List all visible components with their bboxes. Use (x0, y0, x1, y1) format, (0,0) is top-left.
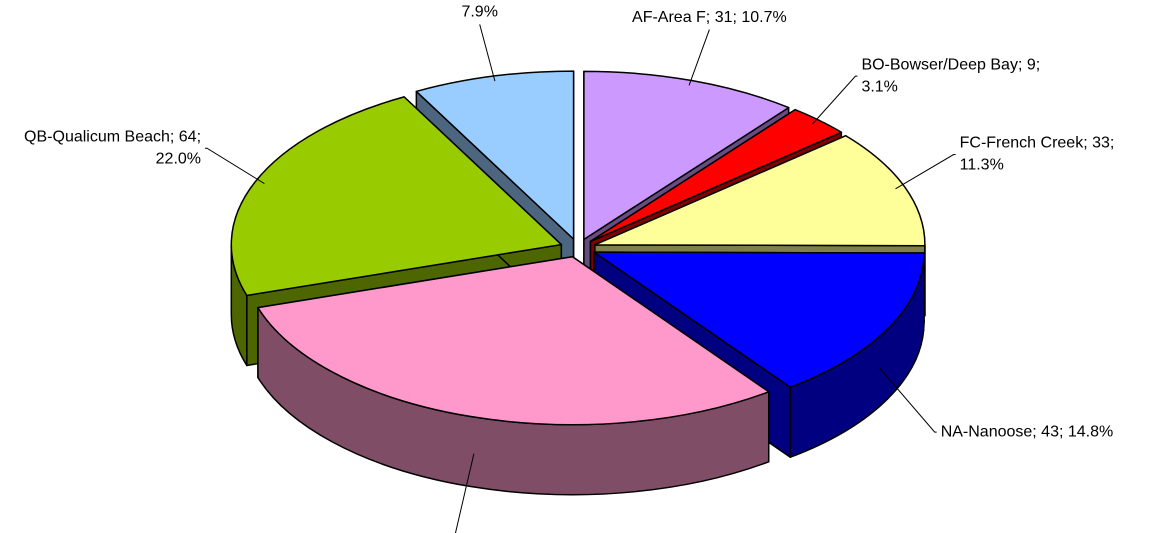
leader-line (895, 154, 956, 190)
slice (257, 255, 770, 426)
slice-label: FC-French Creek; 33; (960, 135, 1115, 152)
leader-line (205, 147, 265, 185)
slice-label: 22.0% (156, 150, 201, 167)
slice-label: BO-Bowser/Deep Bay; 9; (861, 56, 1040, 73)
slice-label: QB-Qualicum Beach; 64; (24, 128, 201, 145)
slice (415, 70, 575, 240)
slice (593, 251, 925, 388)
leader-line (879, 367, 937, 433)
leader-line (812, 75, 858, 125)
slice (230, 96, 563, 297)
leader-line (454, 453, 475, 533)
slice-label: 7.9% (461, 4, 497, 21)
leader-line (688, 29, 710, 86)
slice-label: 11.3% (960, 157, 1004, 174)
leader-line (479, 24, 496, 82)
slice-label: NA-Nanoose; 43; 14.8% (941, 423, 1114, 440)
slice (583, 70, 790, 241)
slice (594, 134, 926, 247)
slice (589, 108, 843, 243)
slice-label: 3.1% (861, 78, 897, 95)
slice-label: AF-Area F; 31; 10.7% (632, 9, 787, 26)
